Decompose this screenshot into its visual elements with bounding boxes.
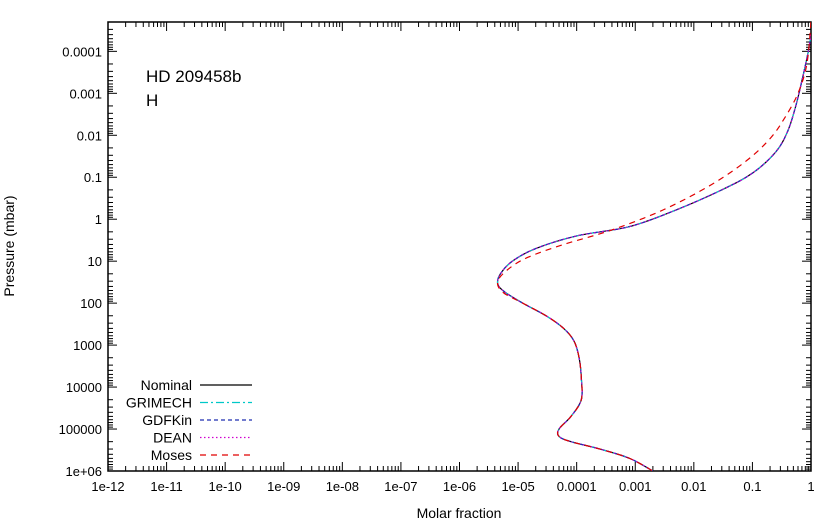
annotation-planet: HD 209458b — [146, 67, 241, 86]
x-tick-label: 1e-08 — [326, 479, 359, 494]
y-tick-label: 0.0001 — [62, 44, 102, 59]
series-line-dean — [496, 34, 811, 471]
y-tick-label: 0.01 — [77, 128, 102, 143]
x-tick-label: 1e-07 — [384, 479, 417, 494]
legend-label-grimech: GRIMECH — [126, 395, 192, 411]
plot-frame — [107, 21, 812, 472]
series-line-moses — [496, 22, 811, 471]
y-tick-label: 0.1 — [84, 170, 102, 185]
x-tick-label: 1e-05 — [501, 479, 534, 494]
ticks — [107, 21, 812, 472]
legend-label-nominal: Nominal — [141, 377, 192, 393]
x-tick-label: 0.01 — [681, 479, 706, 494]
x-tick-label: 0.001 — [619, 479, 652, 494]
legend-label-gdfkin: GDFKin — [142, 412, 192, 428]
x-tick-label: 1e-11 — [150, 479, 182, 494]
y-tick-label: 10 — [88, 254, 102, 269]
x-tick-label: 0.0001 — [557, 479, 597, 494]
y-tick-label: 100 — [80, 296, 102, 311]
annotation-species: H — [146, 91, 158, 110]
y-axis-title: Pressure (mbar) — [1, 195, 17, 296]
x-tick-label: 1e-09 — [267, 479, 300, 494]
series-line-gdfkin — [496, 34, 811, 471]
series-group — [496, 22, 811, 471]
legend-label-dean: DEAN — [153, 430, 192, 446]
y-tick-label: 10000 — [66, 380, 102, 395]
y-tick-label: 1 — [95, 212, 102, 227]
y-tick-label: 100000 — [59, 422, 102, 437]
legend-label-moses: Moses — [151, 447, 192, 463]
x-tick-label: 0.1 — [743, 479, 761, 494]
x-tick-label: 1e-06 — [443, 479, 476, 494]
y-tick-label: 1e+06 — [65, 464, 102, 479]
x-tick-label: 1e-12 — [91, 479, 124, 494]
y-tick-labels: 0.0001 0.001 0.01 0.1 1 10 100 1000 10000 100000 1… — [59, 44, 102, 479]
x-tick-labels: 1e-12 1e-11 1e-10 1e-09 1e-08 1e-07 1e-06 1e-05… — [91, 479, 814, 494]
y-tick-label: 0.001 — [69, 86, 102, 101]
x-axis-title: Molar fraction — [417, 505, 502, 521]
series-line-grimech — [496, 34, 811, 471]
x-tick-label: 1 — [807, 479, 814, 494]
y-tick-label: 1000 — [73, 338, 102, 353]
series-line-nominal — [496, 34, 811, 471]
x-tick-label: 1e-10 — [209, 479, 242, 494]
